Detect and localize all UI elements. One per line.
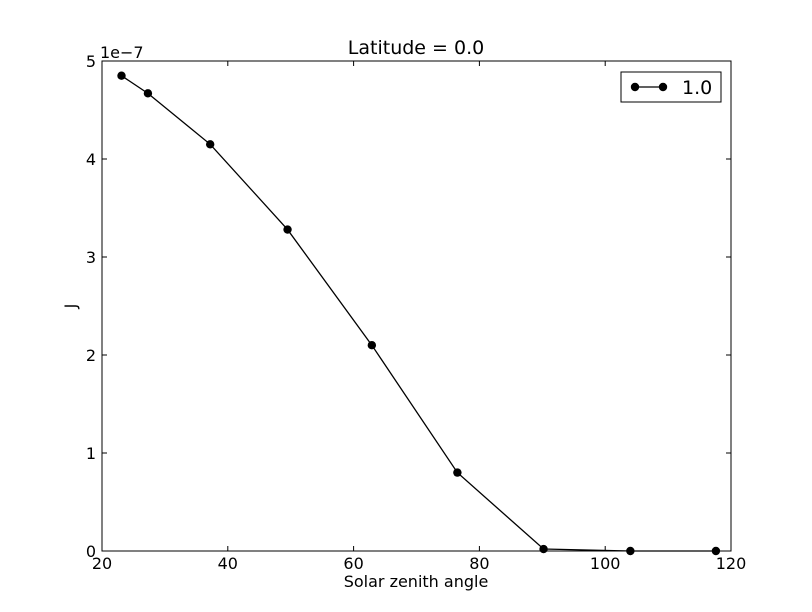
legend-marker-start <box>630 82 640 92</box>
plot-area: 20 40 60 80 100 120 0 1 2 3 4 5 <box>86 52 746 573</box>
x-tick-label: 60 <box>343 554 363 573</box>
chart-title: Latitude = 0.0 <box>348 37 484 59</box>
x-tick-label: 120 <box>716 554 747 573</box>
data-point <box>283 225 292 234</box>
x-tick-label: 100 <box>590 554 621 573</box>
x-tick-label: 20 <box>92 554 112 573</box>
y-tick-label: 5 <box>86 52 96 71</box>
x-tick-label: 40 <box>218 554 238 573</box>
x-tick-label: 80 <box>469 554 489 573</box>
data-point <box>539 544 548 554</box>
legend-label: 1.0 <box>682 77 712 99</box>
x-axis-label: Solar zenith angle <box>344 572 489 591</box>
data-point <box>367 341 377 350</box>
y-tick-label: 2 <box>86 346 96 365</box>
y-axis-label: J <box>61 304 80 310</box>
y-tick-label: 1 <box>86 444 96 463</box>
data-point <box>117 71 126 80</box>
y-tick-label: 3 <box>86 248 96 267</box>
axes-frame <box>101 60 732 552</box>
y-tick-label: 4 <box>86 150 96 169</box>
data-point <box>453 468 462 477</box>
y-offset-label: 1e−7 <box>100 43 144 62</box>
data-point <box>205 140 215 149</box>
y-tick-label: 0 <box>86 542 96 561</box>
legend: 1.0 <box>620 71 722 103</box>
data-point <box>143 89 153 98</box>
legend-marker-end <box>658 82 668 92</box>
